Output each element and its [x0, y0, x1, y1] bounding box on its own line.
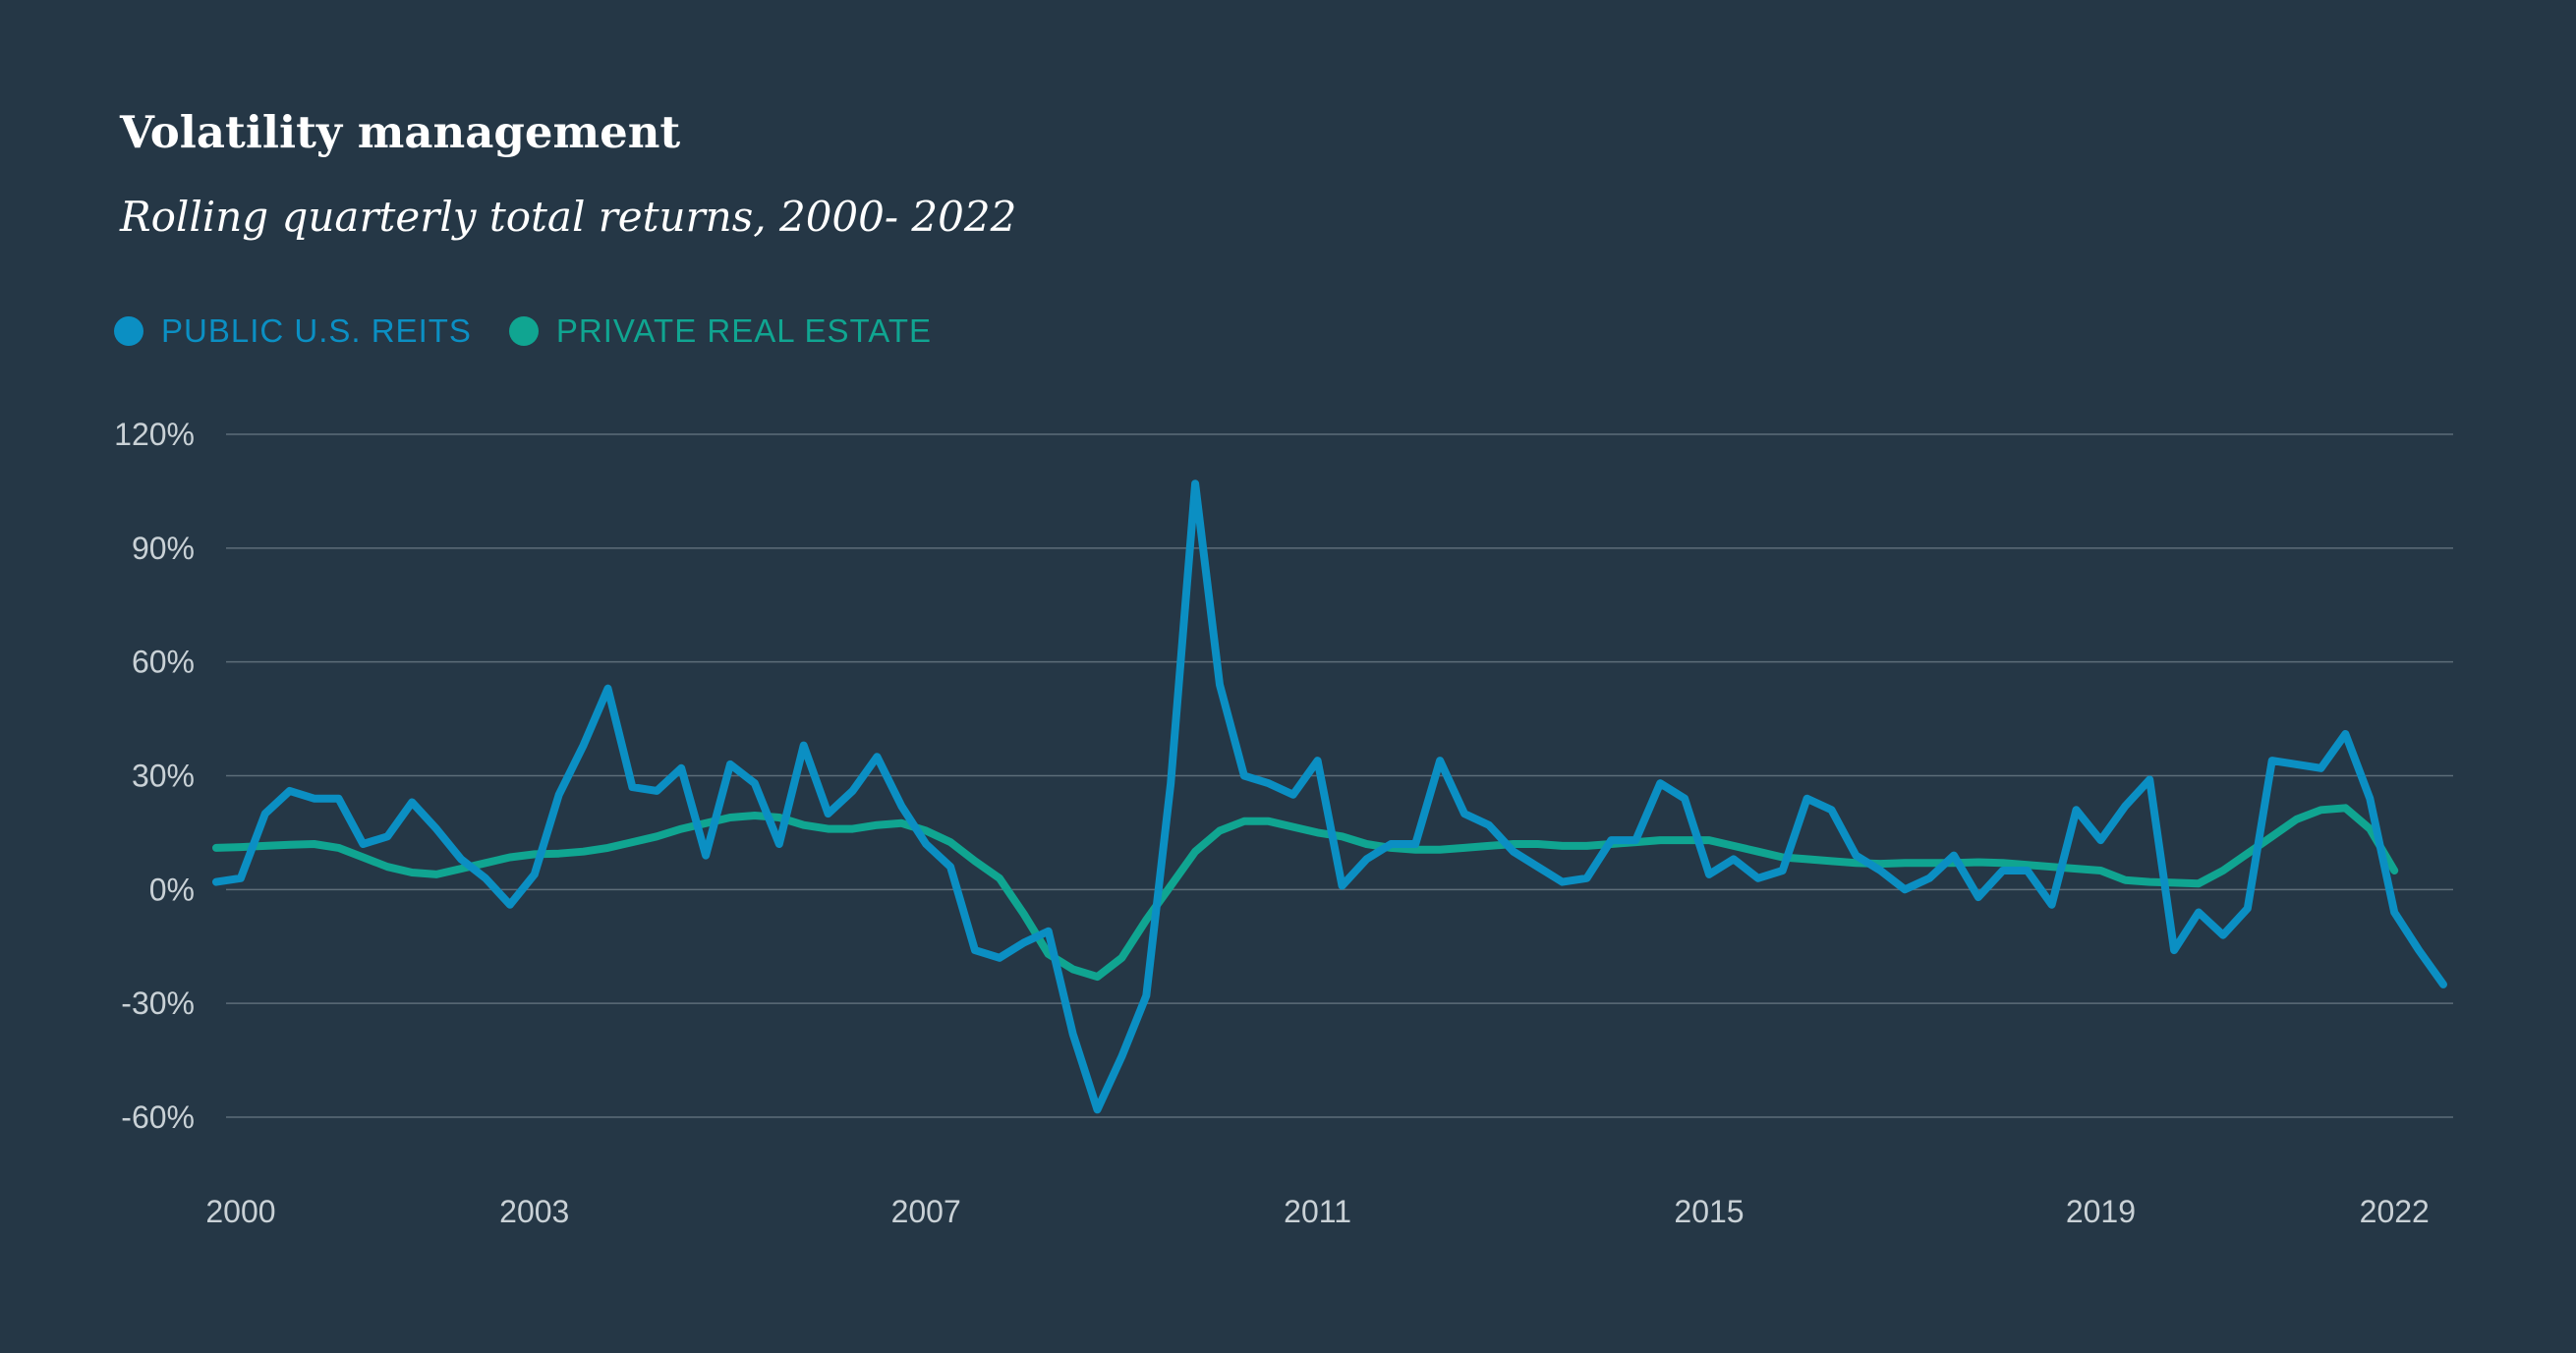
chart-subtitle: Rolling quarterly total returns, 2000- 2…: [120, 193, 1017, 241]
x-tick-label: 2011: [1284, 1194, 1351, 1229]
x-axis-tick-labels: 2000 2003 2007 2011 2015 2019 2022: [205, 1194, 2429, 1229]
legend-label-public-reits: PUBLIC U.S. REITS: [161, 312, 472, 349]
y-tick-label: 60%: [132, 645, 195, 680]
y-tick-label: 30%: [132, 759, 195, 794]
x-tick-label: 2022: [2360, 1194, 2430, 1229]
legend-item-public-reits[interactable]: PUBLIC U.S. REITS: [114, 312, 472, 350]
y-tick-label: 120%: [114, 417, 195, 452]
legend-marker-private-real-estate: [508, 316, 539, 346]
y-axis-tick-labels: 120% 90% 60% 30% 0% -30% -60%: [114, 417, 195, 1135]
legend-item-private-real-estate[interactable]: PRIVATE REAL ESTATE: [508, 312, 932, 350]
series-line-public-reits: [212, 479, 2447, 1114]
x-tick-label: 2000: [205, 1194, 275, 1229]
x-tick-label: 2019: [2066, 1194, 2136, 1229]
series-line-private-real-estate: [212, 804, 2399, 982]
y-tick-label: -30%: [121, 986, 195, 1021]
y-tick-label: 0%: [149, 872, 195, 907]
x-tick-label: 2003: [499, 1194, 569, 1229]
y-tick-label: 90%: [132, 531, 195, 566]
gridlines: [226, 433, 2453, 1118]
chart-title: Volatility management: [120, 106, 681, 158]
y-tick-label: -60%: [121, 1099, 195, 1135]
series-lines: [212, 479, 2447, 1114]
chart-legend: PUBLIC U.S. REITS PRIVATE REAL ESTATE: [114, 312, 932, 350]
legend-marker-public-reits: [114, 316, 143, 346]
x-tick-label: 2007: [891, 1194, 961, 1229]
legend-label-private-real-estate: PRIVATE REAL ESTATE: [555, 312, 932, 349]
x-tick-label: 2015: [1674, 1194, 1744, 1229]
